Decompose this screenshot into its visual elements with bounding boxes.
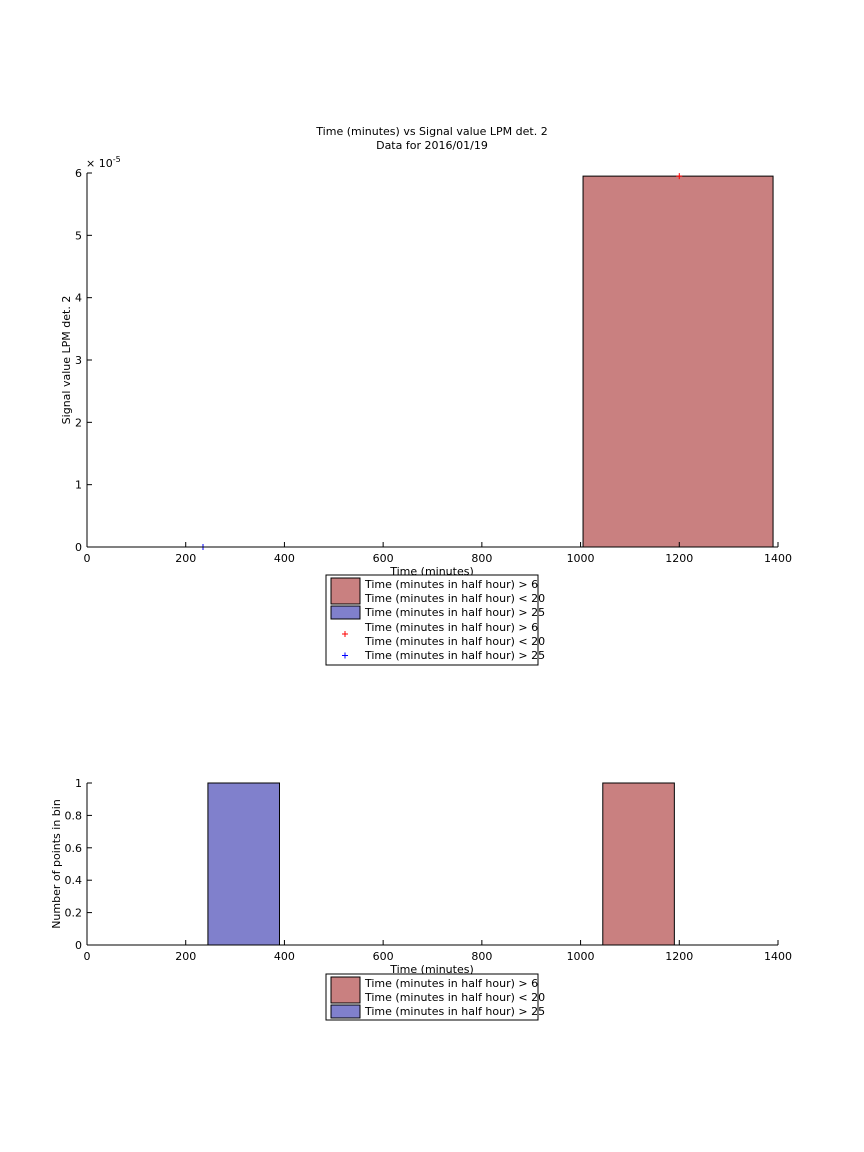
chart-title: Time (minutes) vs Signal value LPM det. … [315, 125, 547, 138]
y-tick-label: 0.6 [65, 842, 83, 855]
legend-box [325, 574, 539, 666]
y-tick-label: 0.4 [65, 874, 83, 887]
legend-entry: Time (minutes in half hour) > 25 [330, 1004, 545, 1019]
y-exponent-label: × 10-5 [86, 155, 121, 170]
y-tick-label: 0.8 [65, 809, 83, 822]
x-tick-label: 0 [84, 950, 91, 963]
legend-swatch [330, 605, 361, 620]
legend-label: Time (minutes in half hour) > 25 [364, 1005, 545, 1018]
bar [602, 782, 675, 946]
bar [207, 782, 280, 946]
y-tick-label: 0.2 [65, 907, 83, 920]
x-tick-label: 1200 [665, 552, 693, 565]
y-tick-label: 4 [75, 292, 82, 305]
legend-label: Time (minutes in half hour) > 6 [364, 621, 538, 634]
y-tick-label: 1 [75, 777, 82, 790]
legend-label: Time (minutes in half hour) < 20 [364, 592, 545, 605]
chart-subtitle: Data for 2016/01/19 [376, 139, 488, 152]
y-tick-label: 0 [75, 541, 82, 554]
x-tick-label: 200 [175, 552, 196, 565]
y-axis-label: Signal value LPM det. 2 [60, 296, 73, 425]
legend-label: Time (minutes in half hour) > 25 [364, 606, 545, 619]
x-tick-label: 800 [471, 552, 492, 565]
y-tick-label: 5 [75, 229, 82, 242]
legend-entry: Time (minutes in half hour) > 25 [342, 649, 545, 662]
y-tick-label: 3 [75, 354, 82, 367]
x-tick-label: 400 [274, 950, 295, 963]
x-tick-label: 600 [373, 552, 394, 565]
legend-marker [342, 652, 348, 659]
x-tick-label: 800 [471, 950, 492, 963]
legend-swatch [330, 976, 361, 1004]
x-tick-label: 1200 [665, 950, 693, 963]
x-tick-label: 0 [84, 552, 91, 565]
y-exponent-power: -5 [113, 155, 121, 164]
legend-label: Time (minutes in half hour) > 25 [364, 649, 545, 662]
y-tick-label: 0 [75, 939, 82, 952]
legend-box [325, 973, 539, 1021]
x-axis-label: Time (minutes) [389, 963, 474, 976]
x-tick-label: 600 [373, 950, 394, 963]
x-tick-label: 1000 [567, 950, 595, 963]
y-axis-label: Number of points in bin [50, 799, 63, 929]
plot-area: 0 200 400 600 800 1000 1200 1400 0 0.2 0.4 0.6 0.8 1 [65, 777, 793, 963]
legend-label: Time (minutes in half hour) > 6 [364, 977, 538, 990]
y-tick-label: 6 [75, 167, 82, 180]
plot-area: 0 200 400 600 800 1000 1200 1400 0 1 2 3 4 5 6 [75, 167, 792, 565]
bar [582, 175, 774, 548]
x-tick-label: 1400 [764, 552, 792, 565]
x-tick-label: 400 [274, 552, 295, 565]
legend-swatch [330, 1004, 361, 1019]
legend-label: Time (minutes in half hour) < 20 [364, 635, 545, 648]
legend-entry: Time (minutes in half hour) > 25 [330, 605, 545, 620]
legend-marker [342, 631, 348, 637]
histogram-chart: 0 200 400 600 800 1000 1200 140000.20.40.60.81 … [50, 777, 793, 1021]
legend-swatch [330, 577, 361, 605]
x-tick-label: 1400 [764, 950, 792, 963]
x-tick-label: 1000 [567, 552, 595, 565]
y-exponent-base: × 10 [86, 157, 113, 170]
data-point [676, 173, 683, 180]
y-tick-label: 2 [75, 416, 82, 429]
legend-label: Time (minutes in half hour) > 6 [364, 578, 538, 591]
signal-chart: Time (minutes) vs Signal value LPM det. … [60, 125, 792, 666]
legend-label: Time (minutes in half hour) < 20 [364, 991, 545, 1004]
y-tick-label: 1 [75, 479, 82, 492]
x-tick-label: 200 [175, 950, 196, 963]
